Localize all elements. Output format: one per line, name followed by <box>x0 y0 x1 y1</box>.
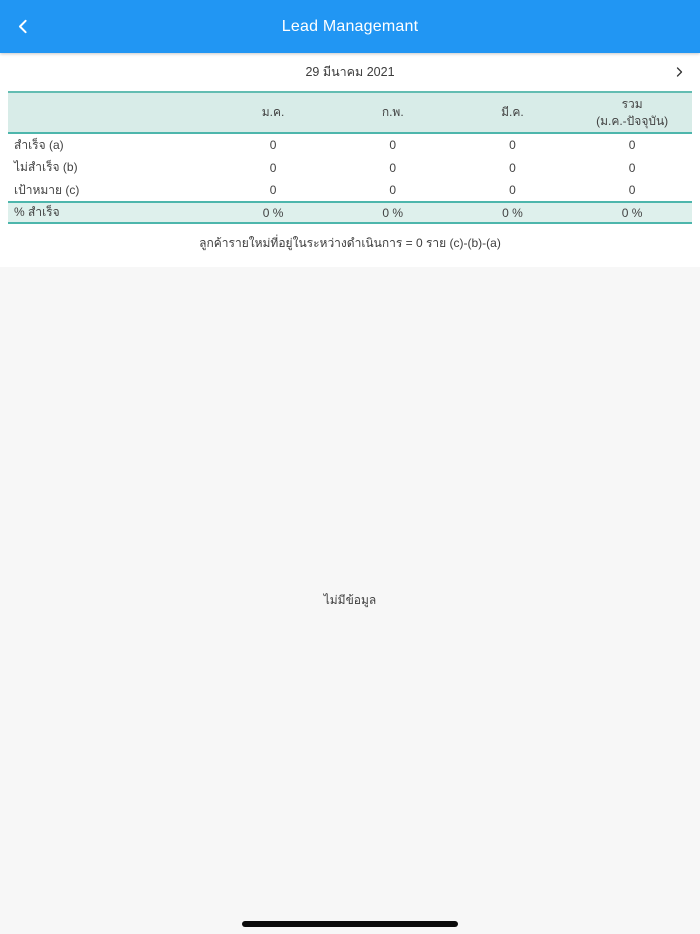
col-header-jan: ม.ค. <box>213 91 333 134</box>
cell-value: 0 <box>213 156 333 179</box>
table-header-row: ม.ค. ก.พ. มี.ค. รวม (ม.ค.-ปัจจุบัน) <box>8 91 692 134</box>
cell-value: 0 <box>572 133 692 156</box>
cell-value: 0 % <box>452 201 573 224</box>
empty-data-area: ไม่มีข้อมูล <box>0 267 700 934</box>
lead-summary-table-wrap: ม.ค. ก.พ. มี.ค. รวม (ม.ค.-ปัจจุบัน) สำเร… <box>0 90 700 224</box>
date-selector-bar[interactable]: 29 มีนาคม 2021 <box>0 53 700 90</box>
cell-value: 0 <box>213 133 333 156</box>
col-header-total-line2: (ม.ค.-ปัจจุบัน) <box>596 113 669 128</box>
cell-value: 0 <box>452 179 573 202</box>
back-button[interactable] <box>4 0 42 53</box>
cell-value: 0 <box>332 179 453 202</box>
row-label: ไม่สำเร็จ (b) <box>8 156 214 179</box>
table-row-unsuccess: ไม่สำเร็จ (b) 0 0 0 0 <box>8 156 692 179</box>
col-header-total-line1: รวม <box>621 97 643 112</box>
cell-value: 0 <box>332 133 453 156</box>
cell-value: 0 <box>572 156 692 179</box>
chevron-left-icon <box>18 19 27 34</box>
cell-value: 0 <box>572 179 692 202</box>
cell-value: 0 <box>452 156 573 179</box>
col-header-mar: มี.ค. <box>452 91 573 134</box>
cell-value: 0 <box>332 156 453 179</box>
in-progress-footnote: ลูกค้ารายใหม่ที่อยู่ในระหว่างดำเนินการ =… <box>0 224 700 267</box>
table-row-target: เป้าหมาย (c) 0 0 0 0 <box>8 179 692 202</box>
cell-value: 0 <box>213 179 333 202</box>
cell-value: 0 % <box>213 201 333 224</box>
col-header-total: รวม (ม.ค.-ปัจจุบัน) <box>572 91 692 134</box>
cell-value: 0 <box>452 133 573 156</box>
home-indicator[interactable] <box>242 921 458 927</box>
lead-summary-table: ม.ค. ก.พ. มี.ค. รวม (ม.ค.-ปัจจุบัน) สำเร… <box>8 91 692 224</box>
table-row-percent-success: % สำเร็จ 0 % 0 % 0 % 0 % <box>8 201 692 224</box>
col-header-feb: ก.พ. <box>332 91 453 134</box>
empty-state-label: ไม่มีข้อมูล <box>323 593 377 607</box>
table-corner-cell <box>8 91 214 134</box>
cell-value: 0 % <box>332 201 453 224</box>
row-label: สำเร็จ (a) <box>8 133 214 156</box>
app-bar: Lead Managemant <box>0 0 700 53</box>
date-label: 29 มีนาคม 2021 <box>305 64 395 79</box>
row-label: % สำเร็จ <box>8 201 214 224</box>
summary-panel: 29 มีนาคม 2021 ม.ค. ก.พ. มี.ค. <box>0 53 700 267</box>
table-row-success: สำเร็จ (a) 0 0 0 0 <box>8 133 692 156</box>
row-label: เป้าหมาย (c) <box>8 179 214 202</box>
chevron-right-icon <box>676 66 683 77</box>
page-title: Lead Managemant <box>281 17 419 35</box>
next-date-button[interactable] <box>664 53 694 90</box>
cell-value: 0 % <box>572 201 692 224</box>
